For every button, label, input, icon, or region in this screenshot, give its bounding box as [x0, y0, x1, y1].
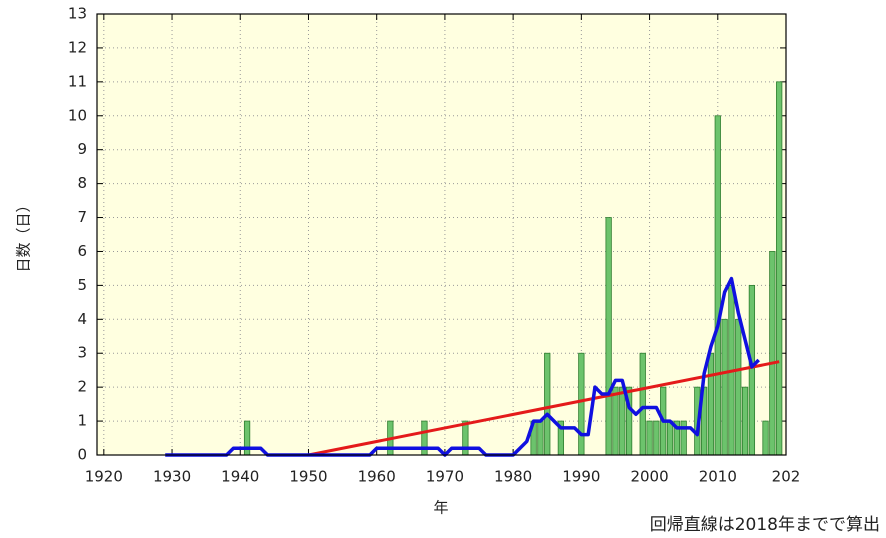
y-tick-label: 12	[68, 38, 87, 56]
bar	[639, 352, 646, 456]
x-tick-label: 1930	[153, 468, 191, 486]
y-tick-label: 2	[77, 378, 87, 396]
bar	[721, 318, 728, 456]
y-tick-label: 13	[68, 5, 87, 23]
bar	[537, 420, 544, 456]
note: 回帰直線は2018年までで算出	[650, 515, 880, 535]
plot-frame	[96, 13, 787, 456]
y-axis-label: 日数（日）	[15, 197, 33, 272]
bar	[653, 420, 660, 456]
bar	[707, 352, 715, 456]
y-tick-label: 7	[77, 208, 87, 226]
y-tick-label: 1	[77, 412, 87, 430]
x-tick-label: 202	[772, 468, 801, 486]
x-tick-label: 1940	[221, 468, 259, 486]
trend-line	[308, 360, 780, 457]
y-tick-label: 0	[77, 446, 87, 464]
y-tick-label: 6	[77, 242, 87, 260]
x-tick-label: 2000	[630, 468, 668, 486]
bar	[666, 420, 674, 456]
bar	[762, 420, 769, 456]
bar	[741, 386, 749, 456]
bar	[612, 386, 619, 456]
bar	[748, 284, 756, 456]
plot-background	[97, 14, 786, 455]
moving-average-line	[165, 276, 760, 457]
x-axis-label: 年	[433, 499, 448, 517]
x-tick-label: 2010	[699, 468, 737, 486]
y-tick-label: 4	[77, 310, 87, 328]
y-tick-label: 8	[77, 174, 87, 192]
bar	[714, 115, 721, 456]
x-tick-label: 1990	[562, 468, 600, 486]
bar	[735, 318, 742, 456]
bar	[769, 251, 776, 456]
bar	[646, 420, 653, 456]
y-tick-label: 11	[68, 72, 87, 90]
bar	[776, 81, 783, 456]
bar	[578, 352, 585, 456]
x-tick-label: 1960	[358, 468, 396, 486]
y-tick-label: 3	[77, 344, 87, 362]
x-tick-label: 1970	[426, 468, 464, 486]
y-tick-label: 9	[77, 140, 87, 158]
x-tick-label: 1920	[85, 468, 123, 486]
bar	[544, 352, 551, 456]
y-tick-label: 5	[77, 276, 87, 294]
x-tick-label: 1950	[289, 468, 327, 486]
x-tick-label: 1980	[494, 468, 532, 486]
bar	[605, 217, 612, 456]
bar	[619, 386, 626, 456]
y-tick-label: 10	[68, 106, 87, 124]
